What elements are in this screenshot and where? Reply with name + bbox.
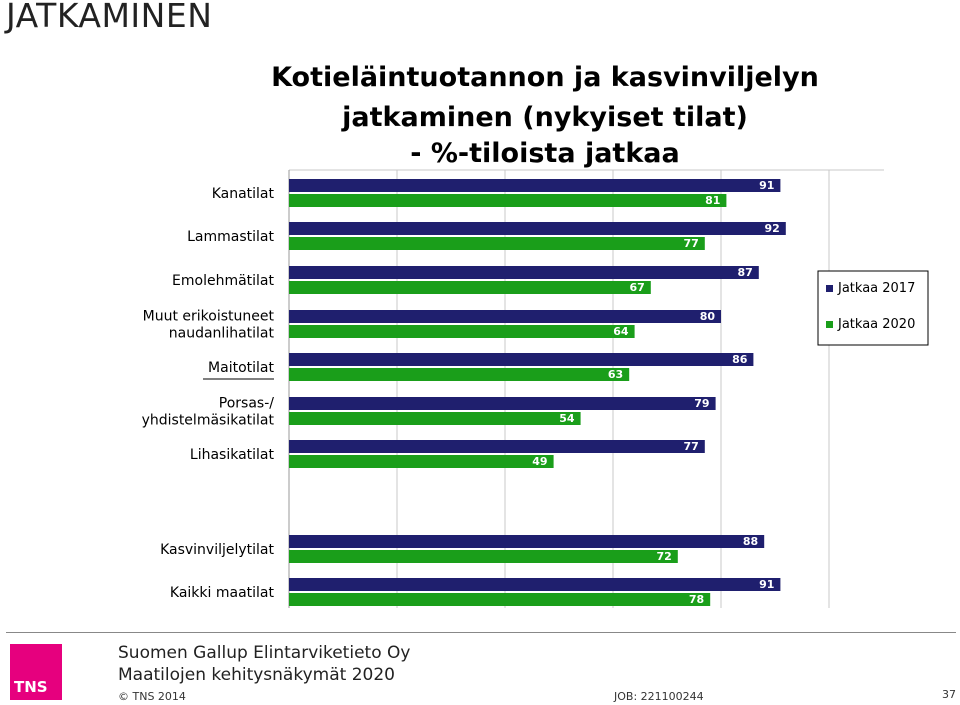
data-label: 72 [656, 550, 671, 563]
data-label: 91 [759, 578, 774, 591]
company-name: Suomen Gallup Elintarviketieto Oy [118, 643, 411, 663]
category-label: Maitotilat [208, 360, 274, 376]
bar-2017 [289, 535, 765, 548]
chart-title-line-2: jatkaminen (nykyiset tilat) [342, 102, 748, 133]
data-label: 88 [743, 535, 758, 548]
page-number: 37 [942, 688, 956, 701]
category-label: Emolehmätilat [172, 273, 274, 289]
data-label: 78 [689, 593, 704, 606]
slide-title: JATKAMINEN [6, 0, 213, 35]
bar-2020 [289, 237, 705, 250]
tns-logo: TNS [10, 644, 62, 700]
category-label: Kaikki maatilat [170, 585, 275, 601]
bar-2020 [289, 194, 727, 207]
data-label: 80 [700, 310, 716, 323]
bar-2020 [289, 593, 711, 606]
footer-divider [6, 632, 956, 633]
bar-2017 [289, 578, 781, 591]
bar-2020 [289, 368, 630, 381]
data-label: 91 [759, 179, 774, 192]
data-label: 79 [694, 397, 709, 410]
data-label: 77 [683, 440, 698, 453]
bar-2017 [289, 310, 721, 323]
bar-chart: 91 81 Kanatilat 92 77 Lammastilat 87 67 Emolehmä… [142, 169, 929, 608]
category-label: yhdistelmäsikatilat [142, 413, 275, 429]
bar-2017 [289, 179, 781, 192]
data-label: 92 [764, 222, 779, 235]
footer-company: Suomen Gallup Elintarviketieto Oy Maatil… [118, 642, 410, 686]
category-label: Lihasikatilat [190, 447, 275, 463]
legend-label: Jatkaa 2020 [837, 317, 915, 332]
chart-title-line-3: - %-tiloista jatkaa [410, 138, 680, 169]
bar-2017 [289, 440, 705, 453]
copyright-text: © TNS 2014 [118, 690, 186, 703]
data-label: 87 [737, 266, 752, 279]
chart-title-line-1: Kotieläintuotannon ja kasvinviljelyn [271, 62, 819, 93]
legend-swatch [826, 321, 833, 328]
data-label: 86 [732, 353, 748, 366]
legend-label: Jatkaa 2017 [837, 281, 915, 296]
bar-2017 [289, 353, 754, 366]
category-label: Kanatilat [212, 186, 275, 202]
data-label: 54 [559, 412, 575, 425]
bar-2020 [289, 455, 554, 468]
bar-2017 [289, 397, 716, 410]
bar-2020 [289, 281, 651, 294]
bar-2017 [289, 222, 786, 235]
bar-2020 [289, 325, 635, 338]
category-label: Kasvinviljelytilat [160, 542, 274, 558]
legend-box [817, 270, 929, 346]
bar-2020 [289, 412, 581, 425]
data-label: 64 [613, 325, 629, 338]
category-label: naudanlihatilat [169, 326, 275, 342]
report-name: Maatilojen kehitysnäkymät 2020 [118, 665, 395, 685]
legend-swatch [826, 285, 833, 292]
data-label: 77 [683, 237, 698, 250]
category-label: Muut erikoistuneet [143, 309, 275, 325]
category-label: Lammastilat [187, 229, 274, 245]
data-label: 81 [705, 194, 720, 207]
data-label: 49 [532, 455, 547, 468]
data-label: 67 [629, 281, 644, 294]
data-label: 63 [608, 368, 623, 381]
bar-2017 [289, 266, 759, 279]
bar-2020 [289, 550, 678, 563]
category-label: Porsas-/ [219, 396, 274, 412]
job-number: JOB: 221100244 [614, 690, 704, 703]
